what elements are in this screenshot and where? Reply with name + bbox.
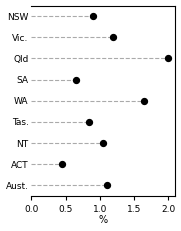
Point [91, 14, 94, 18]
Point [105, 184, 108, 187]
Point [61, 162, 64, 166]
Point [167, 57, 170, 60]
Point [88, 120, 91, 124]
Point [74, 78, 77, 82]
X-axis label: %: % [99, 216, 108, 225]
Point [102, 141, 105, 145]
Point [112, 35, 115, 39]
Point [143, 99, 146, 103]
